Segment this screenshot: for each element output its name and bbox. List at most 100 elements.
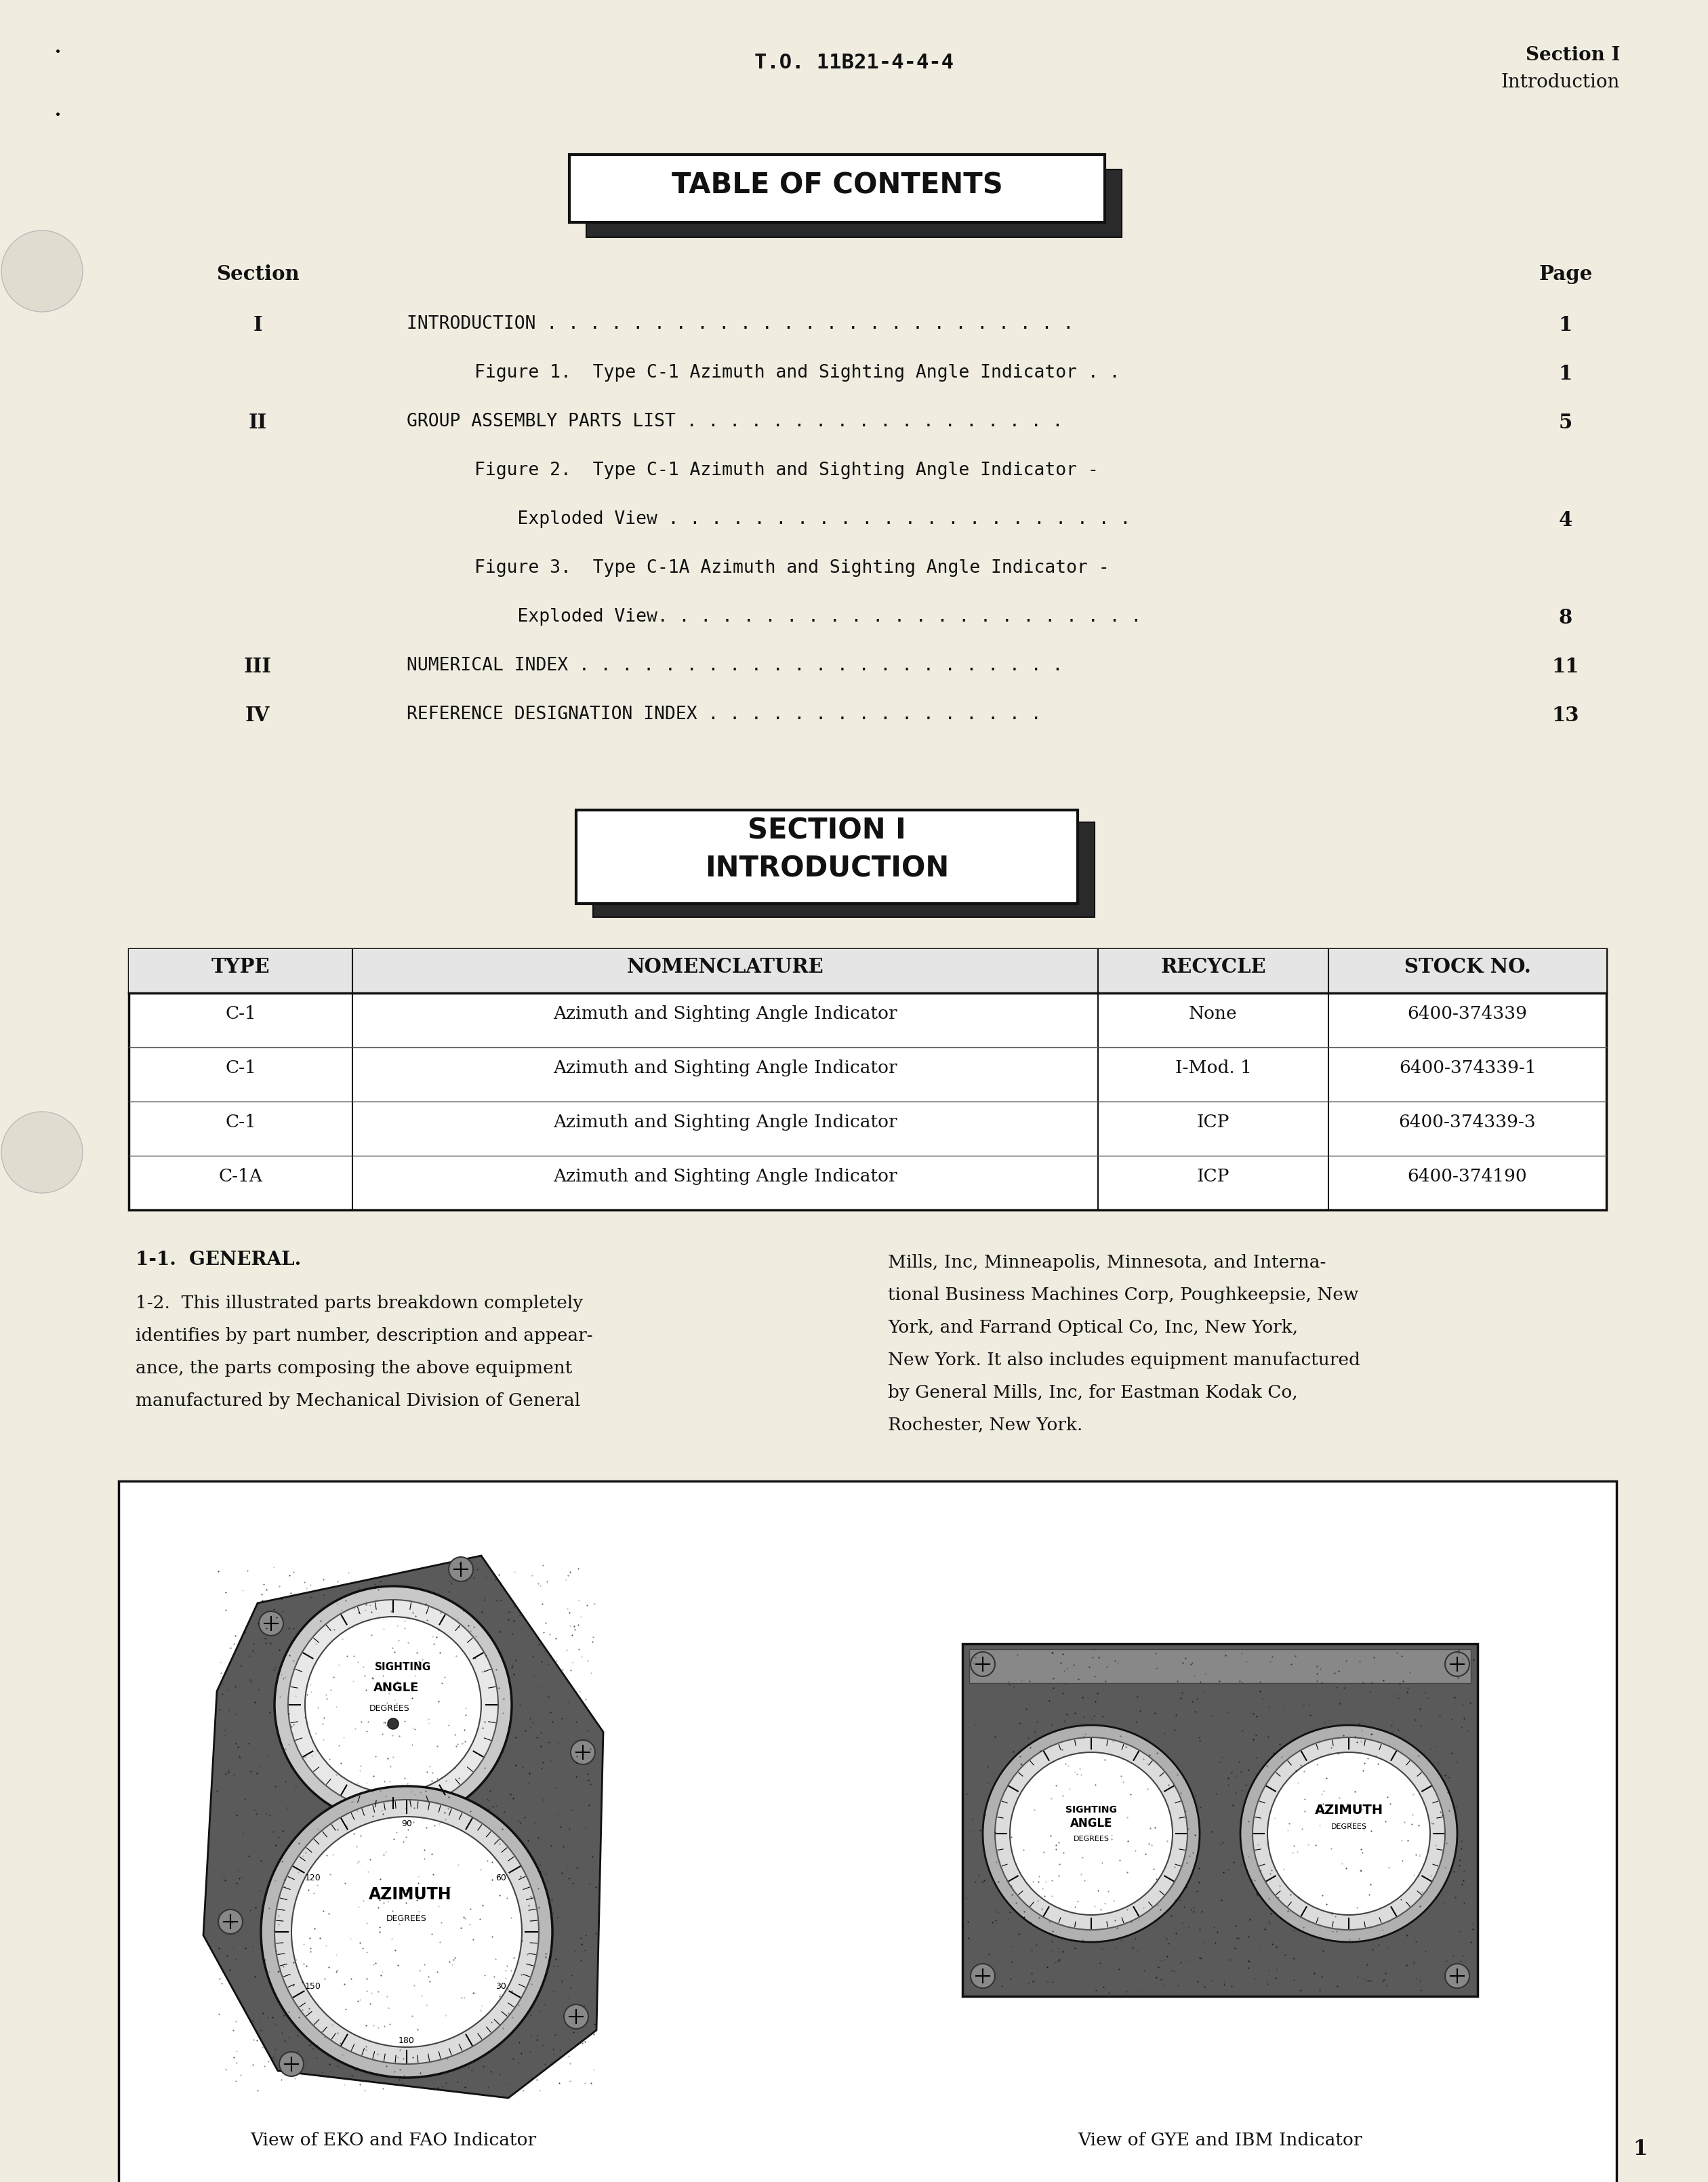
Bar: [569, 155, 1105, 223]
Circle shape: [970, 1652, 996, 1676]
Text: DEGREES: DEGREES: [1073, 1835, 1108, 1842]
Text: C-1: C-1: [225, 1113, 256, 1130]
Text: 13: 13: [1553, 705, 1580, 724]
Bar: [576, 810, 1078, 903]
Text: 1: 1: [1559, 314, 1573, 334]
Text: DEGREES: DEGREES: [1331, 1824, 1366, 1831]
Text: 90: 90: [401, 1820, 412, 1829]
Circle shape: [1009, 1752, 1173, 1916]
Text: 6400-374339-1: 6400-374339-1: [1399, 1060, 1535, 1076]
Text: 1-1.  GENERAL.: 1-1. GENERAL.: [135, 1250, 301, 1270]
Text: Azimuth and Sighting Angle Indicator: Azimuth and Sighting Angle Indicator: [553, 1060, 897, 1076]
Circle shape: [2, 1111, 82, 1194]
Text: View of GYE and IBM Indicator: View of GYE and IBM Indicator: [1078, 2132, 1363, 2149]
Text: INTRODUCTION: INTRODUCTION: [705, 855, 950, 884]
Text: I-Mod. 1: I-Mod. 1: [1175, 1060, 1252, 1076]
Text: IV: IV: [246, 705, 270, 724]
Text: ANGLE: ANGLE: [374, 1682, 420, 1693]
Bar: [128, 949, 1606, 1211]
Text: Section: Section: [215, 264, 299, 284]
Circle shape: [261, 1787, 552, 2077]
Text: View of EKO and FAO Indicator: View of EKO and FAO Indicator: [249, 2132, 536, 2149]
Text: Figure 1.  Type C-1 Azimuth and Sighting Angle Indicator . .: Figure 1. Type C-1 Azimuth and Sighting …: [475, 364, 1120, 382]
Bar: [118, 1482, 1616, 2182]
Text: 1: 1: [1559, 364, 1573, 384]
Text: NUMERICAL INDEX . . . . . . . . . . . . . . . . . . . . . . .: NUMERICAL INDEX . . . . . . . . . . . . …: [407, 657, 1062, 674]
Circle shape: [449, 1558, 473, 1582]
Text: Rochester, New York.: Rochester, New York.: [888, 1416, 1083, 1434]
Text: 6400-374190: 6400-374190: [1407, 1167, 1527, 1185]
Bar: [128, 949, 1606, 993]
Circle shape: [260, 1610, 284, 1636]
Circle shape: [570, 1739, 594, 1765]
Circle shape: [1240, 1726, 1457, 1942]
Text: 120: 120: [304, 1872, 321, 1883]
Circle shape: [2, 231, 82, 312]
Text: 1: 1: [1633, 2138, 1647, 2160]
Text: SIGHTING: SIGHTING: [376, 1663, 432, 1674]
Text: identifies by part number, description and appear-: identifies by part number, description a…: [135, 1327, 593, 1344]
Text: manufactured by Mechanical Division of General: manufactured by Mechanical Division of G…: [135, 1392, 581, 1410]
Circle shape: [982, 1726, 1199, 1942]
Circle shape: [996, 1737, 1187, 1929]
Text: New York. It also includes equipment manufactured: New York. It also includes equipment man…: [888, 1351, 1360, 1368]
Circle shape: [1445, 1964, 1469, 1988]
Text: DEGREES: DEGREES: [386, 1914, 427, 1922]
Bar: [968, 1650, 1471, 1682]
Text: STOCK NO.: STOCK NO.: [1404, 958, 1530, 978]
Text: Figure 2.  Type C-1 Azimuth and Sighting Angle Indicator -: Figure 2. Type C-1 Azimuth and Sighting …: [475, 463, 1098, 480]
Bar: [593, 823, 1095, 916]
Text: AZIMUTH: AZIMUTH: [369, 1887, 451, 1903]
Bar: [586, 170, 1122, 238]
Text: Azimuth and Sighting Angle Indicator: Azimuth and Sighting Angle Indicator: [553, 1113, 897, 1130]
Text: III: III: [244, 657, 272, 676]
Circle shape: [306, 1617, 482, 1794]
Text: 180: 180: [398, 2036, 415, 2045]
Text: ANGLE: ANGLE: [1069, 1818, 1112, 1829]
Circle shape: [289, 1599, 499, 1809]
Text: AZIMUTH: AZIMUTH: [1315, 1802, 1383, 1815]
Text: 4: 4: [1559, 511, 1573, 530]
Text: 1-2.  This illustrated parts breakdown completely: 1-2. This illustrated parts breakdown co…: [135, 1294, 582, 1311]
Text: None: None: [1189, 1006, 1238, 1021]
Circle shape: [275, 1586, 512, 1824]
Circle shape: [219, 1909, 243, 1933]
Text: DEGREES: DEGREES: [369, 1704, 410, 1713]
Polygon shape: [203, 1556, 603, 2097]
Text: tional Business Machines Corp, Poughkeepsie, New: tional Business Machines Corp, Poughkeep…: [888, 1287, 1358, 1303]
Circle shape: [1445, 1652, 1469, 1676]
Text: SECTION I: SECTION I: [748, 816, 907, 844]
Circle shape: [388, 1719, 398, 1728]
Text: Azimuth and Sighting Angle Indicator: Azimuth and Sighting Angle Indicator: [553, 1006, 897, 1021]
Text: 5: 5: [1559, 412, 1573, 432]
Text: Exploded View. . . . . . . . . . . . . . . . . . . . . . .: Exploded View. . . . . . . . . . . . . .…: [475, 609, 1141, 626]
Text: C-1: C-1: [225, 1006, 256, 1021]
Text: Page: Page: [1539, 264, 1592, 284]
Text: INTRODUCTION . . . . . . . . . . . . . . . . . . . . . . . . .: INTRODUCTION . . . . . . . . . . . . . .…: [407, 314, 1074, 334]
Text: GROUP ASSEMBLY PARTS LIST . . . . . . . . . . . . . . . . . .: GROUP ASSEMBLY PARTS LIST . . . . . . . …: [407, 412, 1062, 430]
Text: 30: 30: [495, 1981, 506, 1990]
Circle shape: [278, 2051, 304, 2077]
Text: by General Mills, Inc, for Eastman Kodak Co,: by General Mills, Inc, for Eastman Kodak…: [888, 1383, 1298, 1401]
Text: Exploded View . . . . . . . . . . . . . . . . . . . . . .: Exploded View . . . . . . . . . . . . . …: [475, 511, 1131, 528]
Circle shape: [1267, 1752, 1430, 1916]
Circle shape: [292, 1818, 523, 2047]
Text: 8: 8: [1559, 609, 1573, 628]
Text: II: II: [248, 412, 266, 432]
Text: C-1A: C-1A: [219, 1167, 263, 1185]
Text: Section I: Section I: [1525, 46, 1619, 65]
Text: Figure 3.  Type C-1A Azimuth and Sighting Angle Indicator -: Figure 3. Type C-1A Azimuth and Sighting…: [475, 559, 1108, 576]
Bar: [962, 1643, 1477, 1997]
Text: Azimuth and Sighting Angle Indicator: Azimuth and Sighting Angle Indicator: [553, 1167, 897, 1185]
Text: 11: 11: [1553, 657, 1580, 676]
Circle shape: [1252, 1737, 1445, 1929]
Text: 150: 150: [304, 1981, 321, 1990]
Text: T.O. 11B21-4-4-4: T.O. 11B21-4-4-4: [755, 52, 953, 72]
Text: ance, the parts composing the above equipment: ance, the parts composing the above equi…: [135, 1359, 572, 1377]
Text: C-1: C-1: [225, 1060, 256, 1076]
Text: 60: 60: [495, 1872, 506, 1883]
Circle shape: [970, 1964, 996, 1988]
Text: RECYCLE: RECYCLE: [1160, 958, 1266, 978]
Text: ICP: ICP: [1197, 1167, 1230, 1185]
Circle shape: [275, 1800, 538, 2064]
